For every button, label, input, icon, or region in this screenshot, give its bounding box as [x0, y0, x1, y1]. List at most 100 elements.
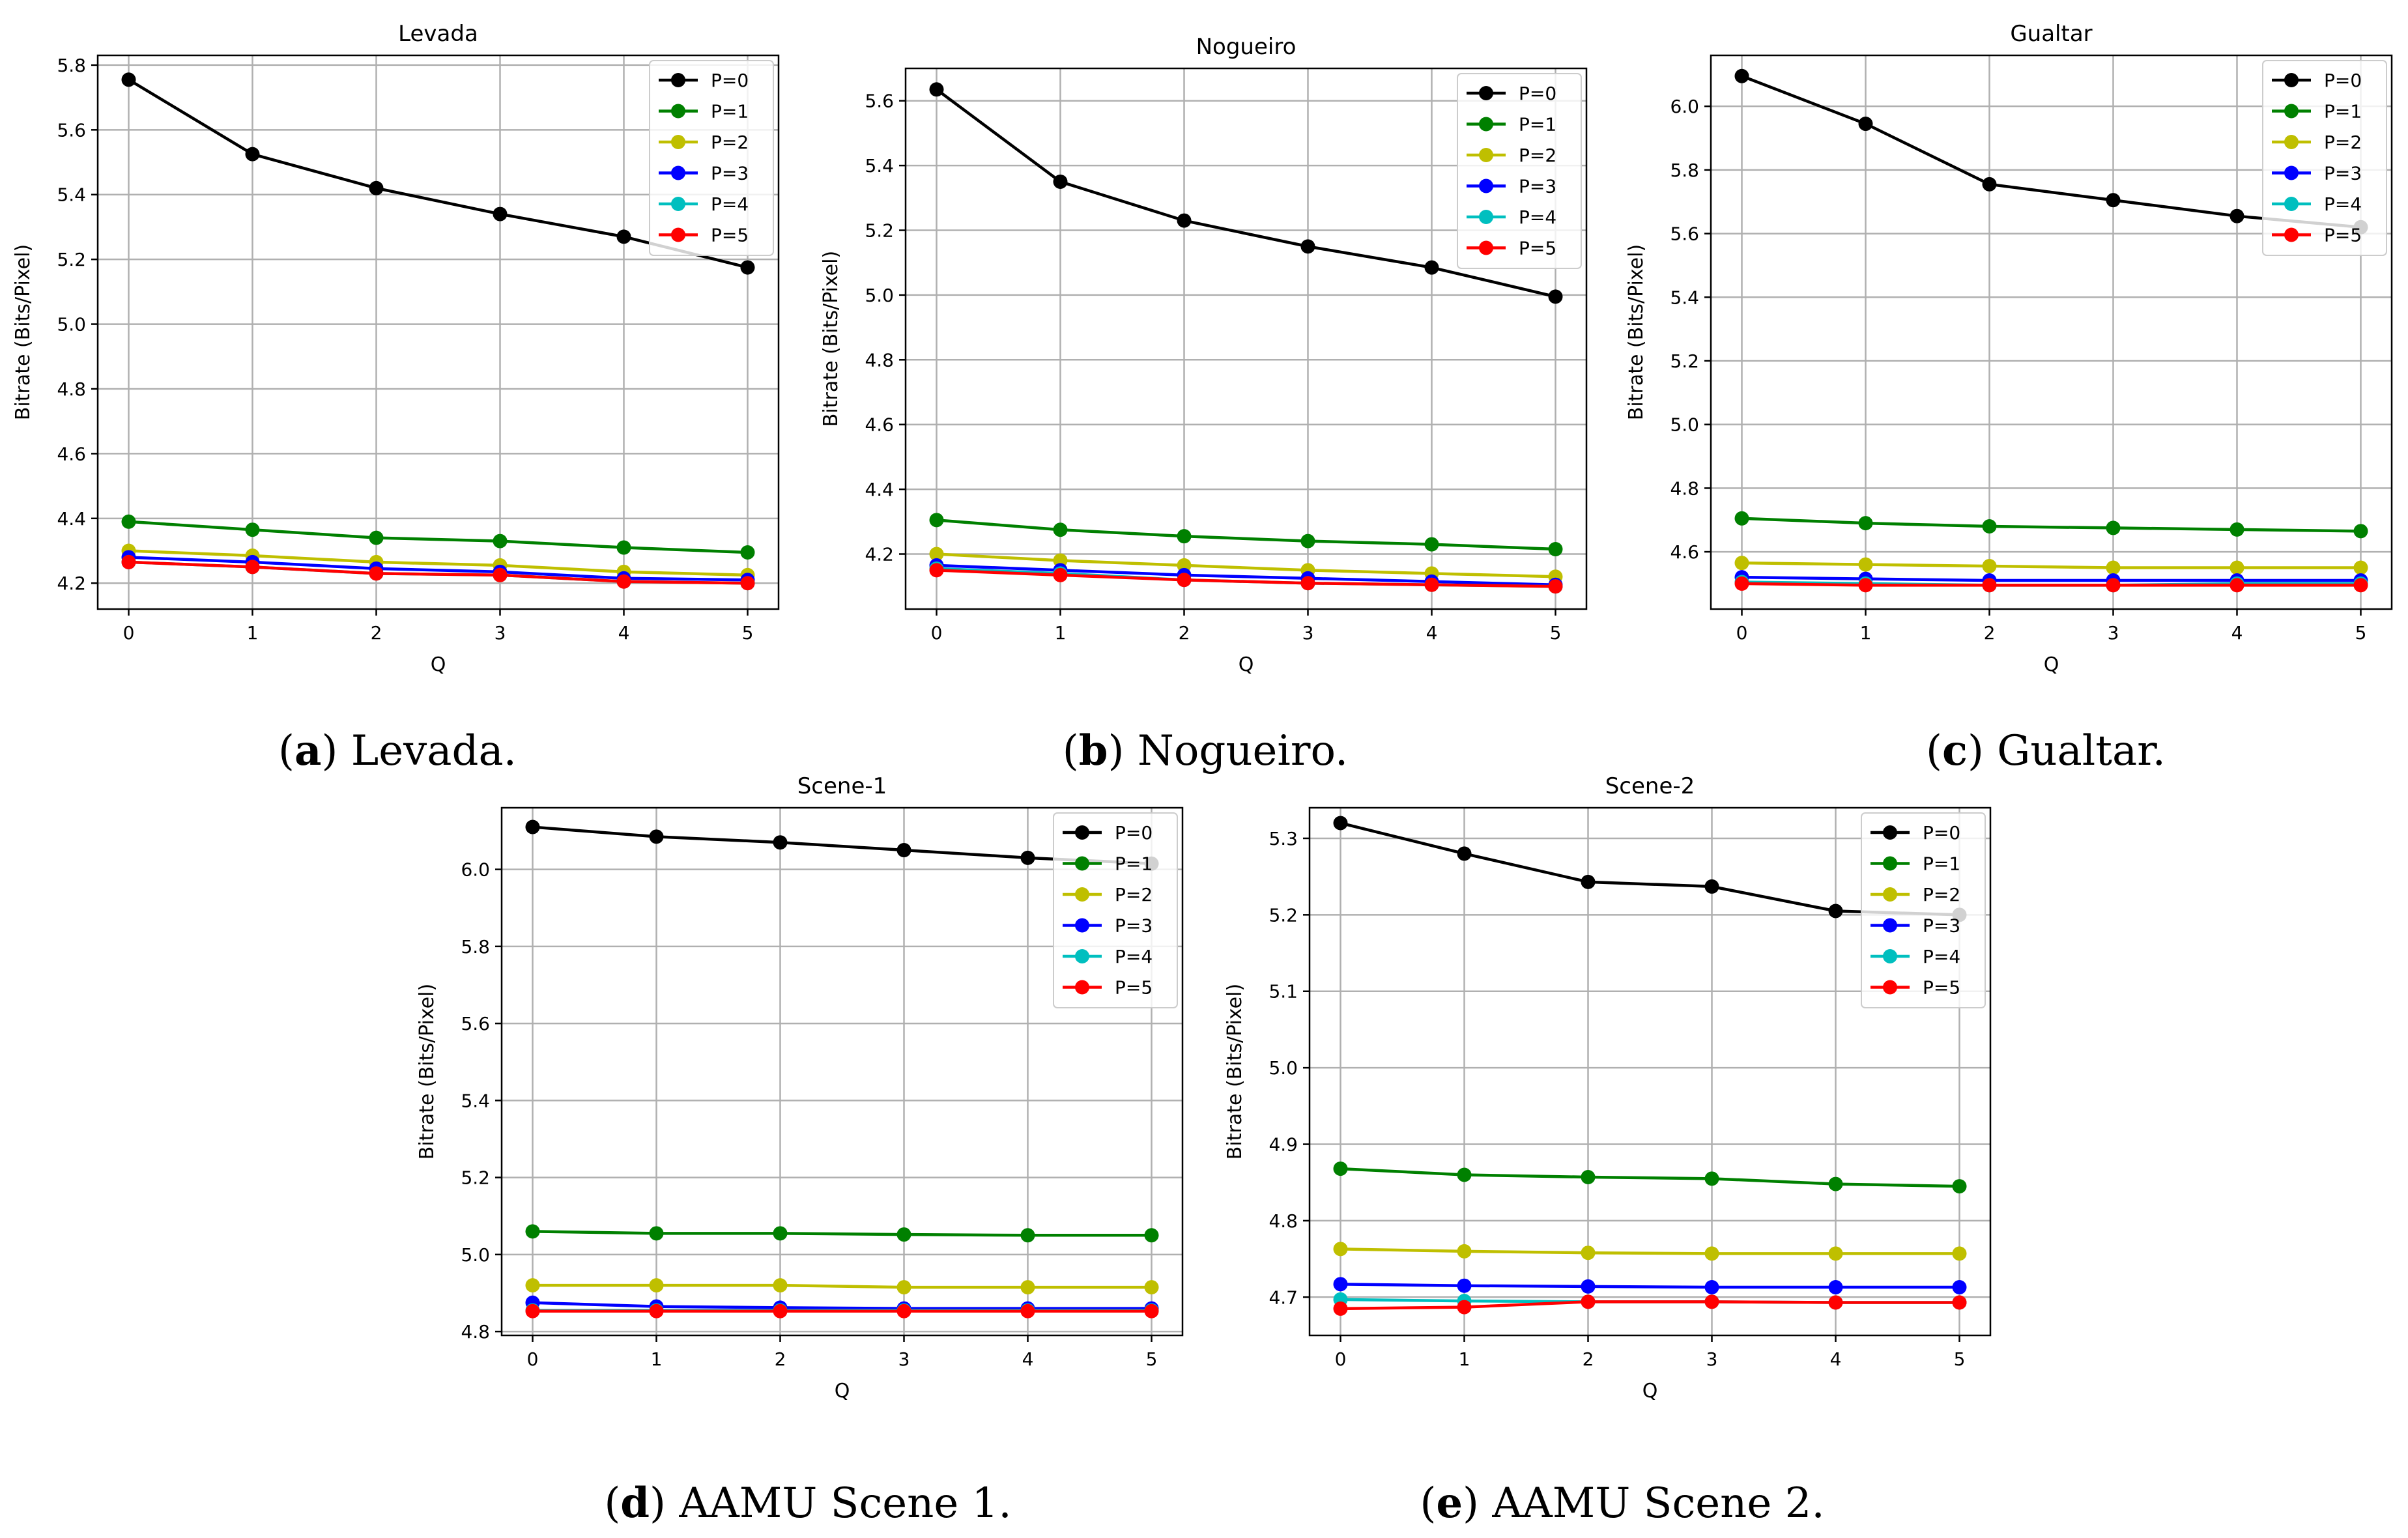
data-point	[1333, 1301, 1348, 1316]
y-tick-label: 5.0	[461, 1244, 490, 1266]
series-line-p-1	[532, 1230, 1152, 1237]
data-point	[1424, 260, 1439, 275]
data-point	[1020, 1228, 1035, 1243]
chart-levada: Levada 4.2 4.4 4.6 4.8 5.0 5.2 5.4 5.6 5.8 0 1 2 3 4 5 Q…	[0, 0, 803, 691]
data-point	[1548, 579, 1563, 594]
y-tick-label: 5.6	[1670, 223, 1699, 245]
legend-marker	[1479, 178, 1493, 193]
series-line-p-0	[128, 78, 749, 269]
data-point	[2106, 560, 2121, 575]
legend-marker	[671, 135, 685, 149]
legend-label: P=1	[711, 101, 749, 122]
data-point	[525, 1278, 540, 1293]
x-tick-label: 5	[2355, 622, 2367, 644]
series-line-p-2	[1340, 1247, 1960, 1255]
y-tick-label: 5.4	[461, 1090, 490, 1111]
x-tick-label: 3	[898, 1348, 910, 1370]
chart-title: Gualtar	[2010, 21, 2092, 47]
x-axis-label: Q	[1642, 1380, 1658, 1403]
data-point	[896, 1303, 911, 1318]
y-tick-label: 4.8	[1268, 1210, 1298, 1232]
legend-label: P=4	[711, 193, 749, 215]
data-point	[1053, 174, 1068, 189]
data-point	[649, 1303, 664, 1318]
data-point	[1457, 1300, 1472, 1315]
series-line-p-3	[1340, 1283, 1960, 1289]
caption-letter: d	[620, 1479, 650, 1528]
series-line-p-3	[532, 1301, 1152, 1310]
data-point	[1581, 874, 1596, 889]
x-tick-label: 5	[1954, 1348, 1966, 1370]
data-point	[1858, 557, 1873, 572]
legend-marker	[1479, 210, 1493, 224]
legend-label: P=5	[1519, 238, 1556, 259]
series-line-p-1	[1742, 517, 2361, 533]
data-point	[1952, 1295, 1967, 1310]
data-point	[929, 563, 944, 578]
y-tick-label: 5.2	[57, 249, 86, 270]
series-line-p-5	[128, 560, 748, 585]
legend-label: P=2	[1519, 145, 1556, 166]
y-tick-label: 4.4	[57, 508, 86, 530]
x-tick-label: 3	[1302, 622, 1314, 644]
y-tick-label: 4.6	[57, 443, 86, 464]
y-tick-label: 5.4	[57, 184, 86, 206]
x-tick-label: 0	[527, 1348, 539, 1370]
y-tick-label: 4.8	[1670, 477, 1699, 499]
data-point	[1144, 1303, 1159, 1318]
data-point	[929, 513, 944, 528]
series-line-p-1	[128, 520, 748, 554]
legend-marker	[1479, 117, 1493, 132]
series-line-p-2	[936, 552, 1556, 578]
series-line-p-3	[936, 563, 1556, 586]
legend-label: P=0	[1923, 822, 1960, 844]
series-line-p-1	[1340, 1167, 1960, 1188]
y-tick-label: 4.7	[1268, 1287, 1298, 1308]
data-point	[1952, 1179, 1967, 1194]
legend-marker	[1883, 980, 1897, 995]
data-point	[740, 545, 755, 560]
data-point	[1177, 213, 1192, 228]
data-point	[1177, 529, 1192, 544]
legend-marker	[1883, 856, 1897, 871]
data-point	[493, 567, 508, 582]
x-tick-label: 2	[371, 622, 382, 644]
series-line-p-5	[1742, 582, 2361, 587]
data-point	[740, 260, 755, 275]
y-tick-label: 4.8	[461, 1321, 490, 1343]
plot-frame	[1308, 806, 1992, 1337]
x-tick-label: 2	[1984, 622, 1996, 644]
x-tick-label: 4	[618, 622, 630, 644]
data-point	[1053, 567, 1068, 582]
y-tick-label: 5.2	[1268, 904, 1298, 926]
data-point	[2353, 560, 2368, 575]
x-tick-label: 0	[123, 622, 135, 644]
legend-label: P=0	[1115, 822, 1153, 844]
legend-label: P=5	[711, 225, 749, 246]
data-point	[1457, 1244, 1472, 1259]
y-tick-label: 5.2	[865, 220, 894, 242]
legend-label: P=1	[1519, 114, 1556, 135]
data-point	[1828, 1295, 1843, 1310]
legend-marker	[671, 197, 685, 211]
x-tick-label: 0	[1736, 622, 1748, 644]
data-point	[493, 534, 508, 548]
legend-marker	[1883, 825, 1897, 840]
x-tick-label: 1	[1860, 622, 1872, 644]
y-axis-label: Bitrate (Bits/Pixel)	[820, 251, 842, 427]
data-point	[773, 835, 788, 850]
legend-label: P=1	[2324, 101, 2362, 122]
legend-marker	[2284, 227, 2299, 242]
data-point	[1300, 534, 1315, 548]
y-tick-label: 5.6	[57, 119, 86, 141]
y-tick-label: 6.0	[1670, 96, 1699, 117]
data-point	[773, 1226, 788, 1241]
legend-marker	[671, 73, 685, 87]
data-point	[1952, 1246, 1967, 1261]
y-tick-label: 5.2	[1670, 350, 1699, 372]
y-tick-label: 5.4	[1670, 287, 1699, 308]
data-point	[369, 530, 384, 545]
y-tick-label: 4.9	[1268, 1134, 1298, 1156]
data-point	[2353, 578, 2368, 593]
data-point	[929, 547, 944, 562]
